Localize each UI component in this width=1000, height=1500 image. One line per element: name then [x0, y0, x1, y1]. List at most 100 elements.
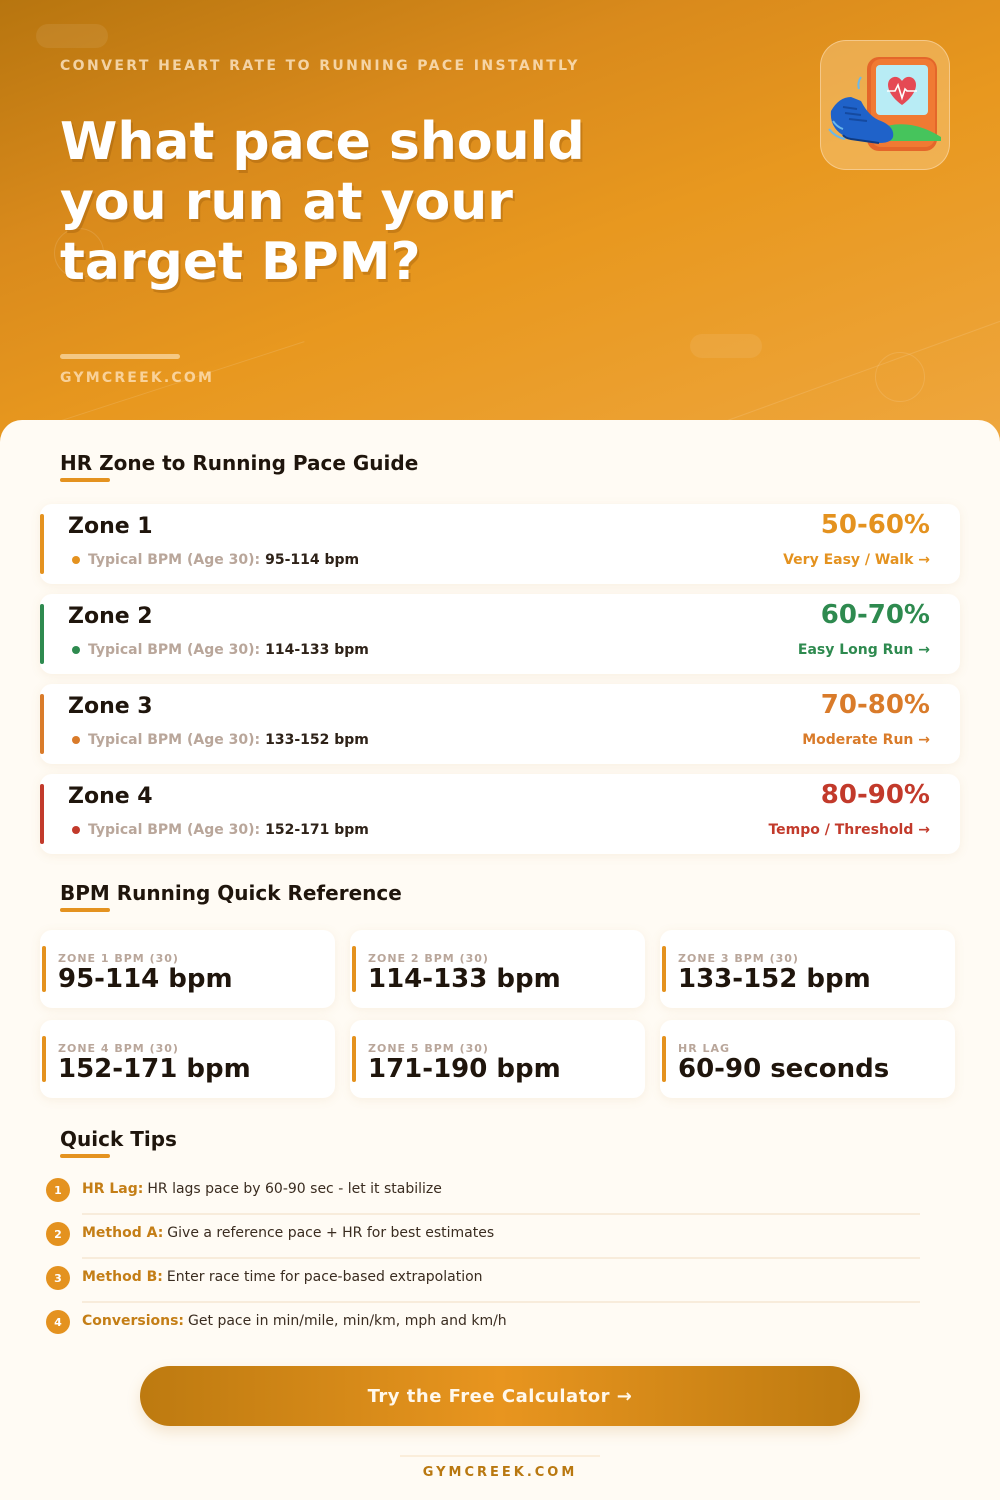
zone-color-bar: [40, 694, 44, 754]
reference-value: 171-190 bpm: [368, 1054, 561, 1084]
page-headline: What pace should you run at your target …: [60, 112, 585, 292]
zone-bpm-row: Typical BPM (Age 30): 114-133 bpm: [72, 642, 369, 658]
zone-name: Zone 1: [68, 514, 153, 539]
tip-text: Get pace in min/mile, min/km, mph and km…: [188, 1313, 507, 1329]
zone-percent: 70-80%: [820, 690, 930, 720]
accent-bar: [662, 1036, 666, 1082]
tip-item: 2 Method A: Give a reference pace + HR fo…: [46, 1222, 920, 1266]
tip-item: 1 HR Lag: HR lags pace by 60-90 sec - let…: [46, 1178, 920, 1222]
reference-label: ZONE 5 BPM (30): [368, 1042, 489, 1055]
footer-divider: [400, 1455, 600, 1457]
tip-text: Give a reference pace + HR for best esti…: [167, 1225, 495, 1241]
reference-label: ZONE 1 BPM (30): [58, 952, 179, 965]
hero-site-link[interactable]: GYMCREEK.COM: [60, 370, 215, 386]
reference-card: ZONE 3 BPM (30) 133-152 bpm: [660, 930, 955, 1008]
tip-text-row: HR Lag: HR lags pace by 60-90 sec - let i…: [82, 1181, 442, 1197]
try-calculator-button[interactable]: Try the Free Calculator →: [140, 1366, 860, 1426]
zone-card-2[interactable]: Zone 2 Typical BPM (Age 30): 114-133 bpm…: [40, 594, 960, 674]
accent-bar: [662, 946, 666, 992]
zone-description-link[interactable]: Easy Long Run →: [797, 642, 930, 658]
tagline: CONVERT HEART RATE TO RUNNING PACE INSTA…: [60, 58, 580, 74]
tip-divider: [82, 1301, 920, 1303]
accent-bar: [352, 1036, 356, 1082]
tip-item: 4 Conversions: Get pace in min/mile, min/…: [46, 1310, 920, 1354]
accent-bar: [352, 946, 356, 992]
hero-banner: CONVERT HEART RATE TO RUNNING PACE INSTA…: [0, 0, 1000, 460]
bpm-value: 152-171 bpm: [265, 822, 369, 838]
reference-label: ZONE 2 BPM (30): [368, 952, 489, 965]
reference-card: ZONE 2 BPM (30) 114-133 bpm: [350, 930, 645, 1008]
reference-card: ZONE 4 BPM (30) 152-171 bpm: [40, 1020, 335, 1098]
circle-decoration-icon: [54, 228, 104, 278]
zone-color-bar: [40, 784, 44, 844]
bpm-label: Typical BPM (Age 30):: [88, 822, 261, 838]
zone-name: Zone 2: [68, 604, 153, 629]
reference-card: ZONE 1 BPM (30) 95-114 bpm: [40, 930, 335, 1008]
accent-bar: [42, 946, 46, 992]
reference-value: 133-152 bpm: [678, 964, 871, 994]
bpm-value: 133-152 bpm: [265, 732, 369, 748]
bpm-label: Typical BPM (Age 30):: [88, 552, 261, 568]
zone-bpm-row: Typical BPM (Age 30): 133-152 bpm: [72, 732, 369, 748]
zone-card-3[interactable]: Zone 3 Typical BPM (Age 30): 133-152 bpm…: [40, 684, 960, 764]
zone-description-link[interactable]: Tempo / Threshold →: [768, 822, 930, 838]
zone-guide-title: HR Zone to Running Pace Guide: [60, 451, 419, 475]
tip-text: HR lags pace by 60-90 sec - let it stabi…: [147, 1181, 442, 1197]
circle-decoration-icon: [875, 352, 925, 402]
tip-text: Enter race time for pace-based extrapola…: [166, 1269, 483, 1285]
bpm-label: Typical BPM (Age 30):: [88, 642, 261, 658]
heart-rate-monitor-running-shoe-icon: [820, 40, 950, 170]
zone-name: Zone 4: [68, 784, 153, 809]
footer-site-link[interactable]: GYMCREEK.COM: [422, 1465, 578, 1480]
reference-value: 152-171 bpm: [58, 1054, 251, 1084]
bpm-label: Typical BPM (Age 30):: [88, 732, 261, 748]
tip-key: Conversions:: [82, 1313, 185, 1329]
zone-percent: 50-60%: [820, 510, 930, 540]
tip-number-badge: 4: [46, 1310, 70, 1334]
zone-card-1[interactable]: Zone 1 Typical BPM (Age 30): 95-114 bpm …: [40, 504, 960, 584]
quick-reference-title: BPM Running Quick Reference: [60, 881, 402, 905]
tip-divider: [82, 1213, 920, 1215]
accent-bar: [42, 1036, 46, 1082]
zone-color-bar: [40, 514, 44, 574]
reference-label: HR LAG: [678, 1042, 731, 1055]
tip-key: Method A:: [82, 1225, 164, 1241]
tip-text-row: Method A: Give a reference pace + HR for …: [82, 1225, 494, 1241]
tip-number-badge: 3: [46, 1266, 70, 1290]
section-underline: [60, 1154, 110, 1158]
tip-item: 3 Method B: Enter race time for pace-base…: [46, 1266, 920, 1310]
bpm-value: 114-133 bpm: [265, 642, 369, 658]
bullet-dot-icon: [72, 556, 80, 564]
tip-number-badge: 2: [46, 1222, 70, 1246]
zone-color-bar: [40, 604, 44, 664]
tip-number-badge: 1: [46, 1178, 70, 1202]
zone-card-4[interactable]: Zone 4 Typical BPM (Age 30): 152-171 bpm…: [40, 774, 960, 854]
reference-label: ZONE 4 BPM (30): [58, 1042, 179, 1055]
quick-tips-title: Quick Tips: [60, 1127, 177, 1151]
tip-text-row: Method B: Enter race time for pace-based …: [82, 1269, 483, 1285]
tip-text-row: Conversions: Get pace in min/mile, min/km…: [82, 1313, 507, 1329]
reference-card: HR LAG 60-90 seconds: [660, 1020, 955, 1098]
bullet-dot-icon: [72, 826, 80, 834]
reference-label: ZONE 3 BPM (30): [678, 952, 799, 965]
tip-key: Method B:: [82, 1269, 163, 1285]
reference-value: 60-90 seconds: [678, 1054, 890, 1084]
reference-card: ZONE 5 BPM (30) 171-190 bpm: [350, 1020, 645, 1098]
zone-percent: 80-90%: [820, 780, 930, 810]
bullet-dot-icon: [72, 736, 80, 744]
section-underline: [60, 478, 110, 482]
zone-bpm-row: Typical BPM (Age 30): 95-114 bpm: [72, 552, 359, 568]
section-underline: [60, 908, 110, 912]
zone-description-link[interactable]: Moderate Run →: [802, 732, 930, 748]
hero-divider: [60, 354, 180, 359]
zone-description-link[interactable]: Very Easy / Walk →: [783, 552, 930, 568]
dumbbell-decoration-icon: [690, 334, 762, 358]
reference-value: 95-114 bpm: [58, 964, 233, 994]
reference-value: 114-133 bpm: [368, 964, 561, 994]
tip-key: HR Lag:: [82, 1181, 144, 1197]
zone-bpm-row: Typical BPM (Age 30): 152-171 bpm: [72, 822, 369, 838]
bullet-dot-icon: [72, 646, 80, 654]
diagonal-line-decoration: [699, 313, 1000, 431]
bpm-value: 95-114 bpm: [265, 552, 360, 568]
dumbbell-decoration-icon: [36, 24, 108, 48]
